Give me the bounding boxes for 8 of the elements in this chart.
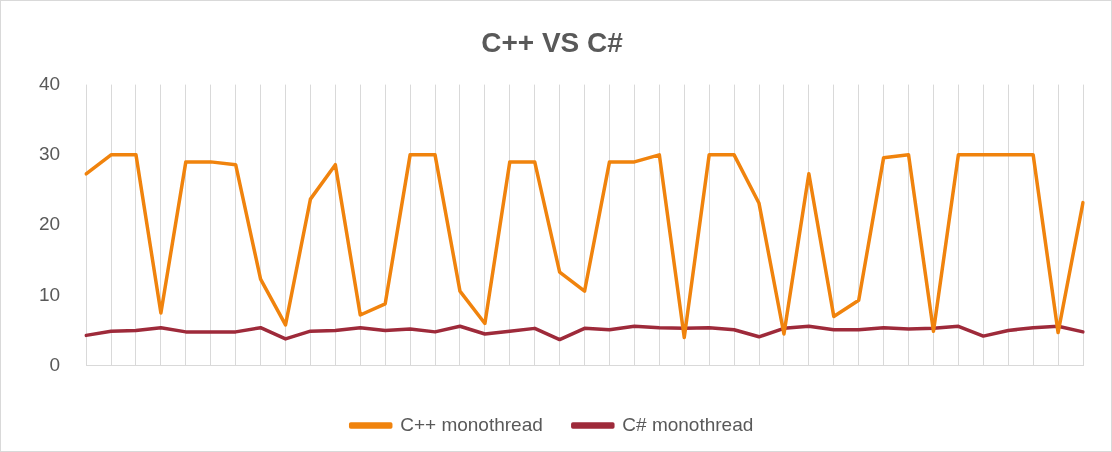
y-tick-label: 40	[38, 72, 61, 94]
legend-label: C++ monothread	[400, 413, 543, 435]
y-tick-label: 30	[38, 143, 61, 165]
chart-title: C++ VS C#	[481, 26, 624, 58]
y-tick-label: 10	[38, 283, 61, 305]
y-tick-label: 0	[49, 353, 61, 375]
y-tick-label: 20	[38, 213, 61, 235]
legend-label: C# monothread	[622, 413, 754, 435]
